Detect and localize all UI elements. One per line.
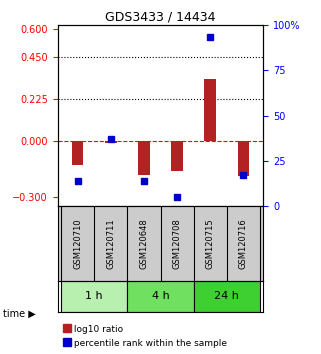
Bar [238, 141, 249, 176]
Bar [204, 79, 216, 141]
Text: GSM120708: GSM120708 [173, 218, 182, 269]
Text: GSM120716: GSM120716 [239, 218, 248, 269]
Bar [61, 281, 127, 312]
Text: 4 h: 4 h [152, 291, 169, 301]
Text: GSM120715: GSM120715 [206, 218, 215, 269]
Bar [194, 281, 260, 312]
Bar [105, 141, 117, 143]
Text: GSM120648: GSM120648 [139, 218, 148, 269]
Text: 24 h: 24 h [214, 291, 239, 301]
Bar [138, 141, 150, 175]
Bar [171, 141, 183, 171]
Title: GDS3433 / 14434: GDS3433 / 14434 [105, 11, 216, 24]
Text: GSM120711: GSM120711 [106, 218, 115, 269]
Bar [127, 281, 194, 312]
Text: log10 ratio: log10 ratio [71, 325, 123, 334]
Text: time ▶: time ▶ [3, 308, 36, 318]
Text: GSM120710: GSM120710 [73, 218, 82, 269]
Text: percentile rank within the sample: percentile rank within the sample [71, 339, 227, 348]
Bar [72, 141, 83, 165]
Text: 1 h: 1 h [85, 291, 103, 301]
